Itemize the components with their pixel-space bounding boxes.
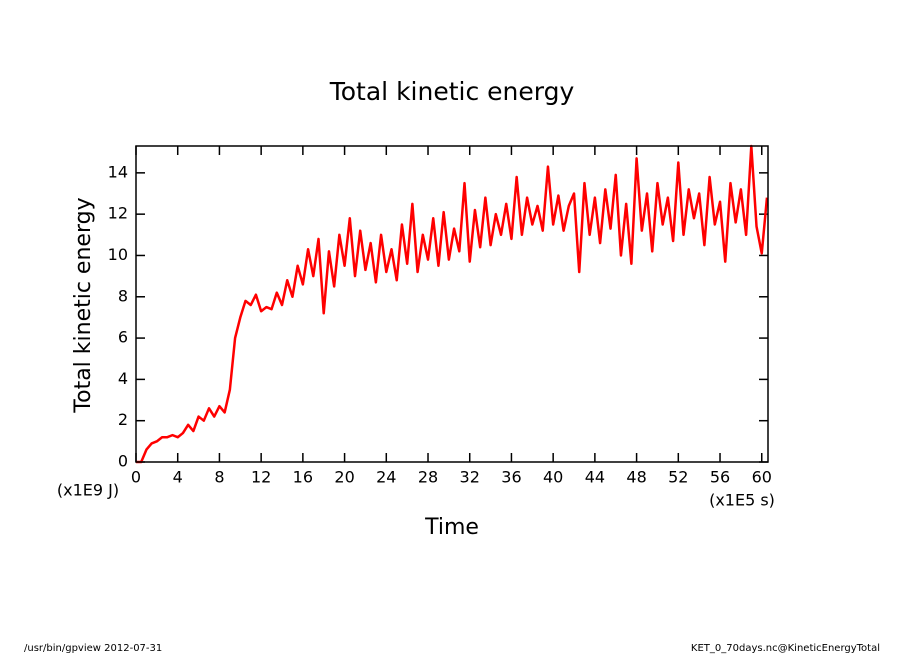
x-tick-label: 40 (543, 468, 563, 487)
y-unit: (x1E9 J) (57, 481, 119, 500)
x-axis-label: Time (424, 515, 479, 540)
y-axis-label: Total kinetic energy (71, 197, 96, 413)
x-tick-label: 48 (626, 468, 646, 487)
x-tick-label: 32 (460, 468, 480, 487)
y-tick-label: 8 (118, 286, 128, 305)
x-tick-label: 20 (334, 468, 354, 487)
y-tick-label: 2 (118, 410, 128, 429)
footer-right: KET_0_70days.nc@KineticEnergyTotal (691, 643, 880, 654)
x-tick-label: 24 (376, 468, 396, 487)
plot-frame (135, 145, 769, 463)
y-tick-label: 10 (108, 245, 128, 264)
x-tick-label: 8 (214, 468, 224, 487)
chart-title: Total kinetic energy (329, 77, 575, 106)
y-tick-label: 0 (118, 452, 128, 471)
y-tick-label: 6 (118, 328, 128, 347)
y-tick-label: 4 (118, 369, 128, 388)
x-tick-label: 16 (293, 468, 313, 487)
y-tick-label: 12 (108, 204, 128, 223)
y-tick-label: 14 (108, 162, 128, 181)
x-tick-label: 52 (668, 468, 688, 487)
x-unit: (x1E5 s) (709, 491, 775, 510)
footer-left: /usr/bin/gpview 2012-07-31 (24, 643, 162, 654)
x-tick-label: 56 (710, 468, 730, 487)
x-tick-label: 0 (131, 468, 141, 487)
x-tick-label: 28 (418, 468, 438, 487)
x-tick-label: 4 (173, 468, 183, 487)
x-tick-label: 60 (752, 468, 772, 487)
x-tick-label: 44 (585, 468, 605, 487)
x-tick-label: 36 (501, 468, 521, 487)
data-line (136, 144, 769, 464)
x-tick-label: 12 (251, 468, 271, 487)
